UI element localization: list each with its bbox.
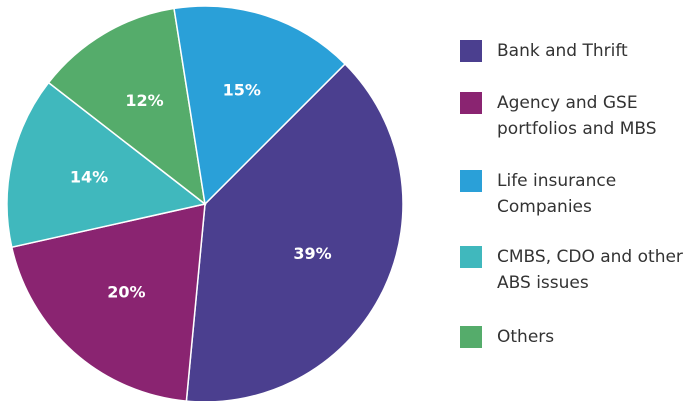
pie-slice [6, 81, 207, 249]
legend-swatch [460, 40, 482, 62]
data-label: 12% [125, 91, 163, 110]
data-label: 15% [223, 81, 261, 100]
pie-slice [185, 62, 404, 401]
legend-item: Life insurance Companies [460, 170, 696, 220]
legend-swatch [460, 170, 482, 192]
legend-item: Bank and Thrift [460, 40, 696, 64]
legend-item: Agency and GSE portfolios and MBS [460, 92, 696, 142]
data-label: 14% [70, 168, 108, 187]
legend-label: Life insurance Companies [497, 171, 617, 217]
legend-item: CMBS, CDO and other ABS issues [460, 246, 696, 296]
data-label: 20% [107, 283, 145, 302]
pie: 39% 20% 14% 12% 15% [6, 5, 404, 401]
legend-item: Others [460, 326, 696, 350]
legend-label: CMBS, CDO and other ABS issues [497, 247, 683, 293]
data-label: 39% [293, 244, 331, 263]
pie-slice [173, 5, 347, 206]
pie-slice [47, 7, 207, 206]
legend-swatch [460, 246, 482, 268]
legend-swatch [460, 92, 482, 114]
legend-swatch [460, 326, 482, 348]
pie-slice [10, 203, 206, 401]
legend-label: Bank and Thrift [497, 41, 628, 61]
legend-label: Agency and GSE portfolios and MBS [497, 93, 657, 139]
legend-label: Others [497, 327, 555, 347]
